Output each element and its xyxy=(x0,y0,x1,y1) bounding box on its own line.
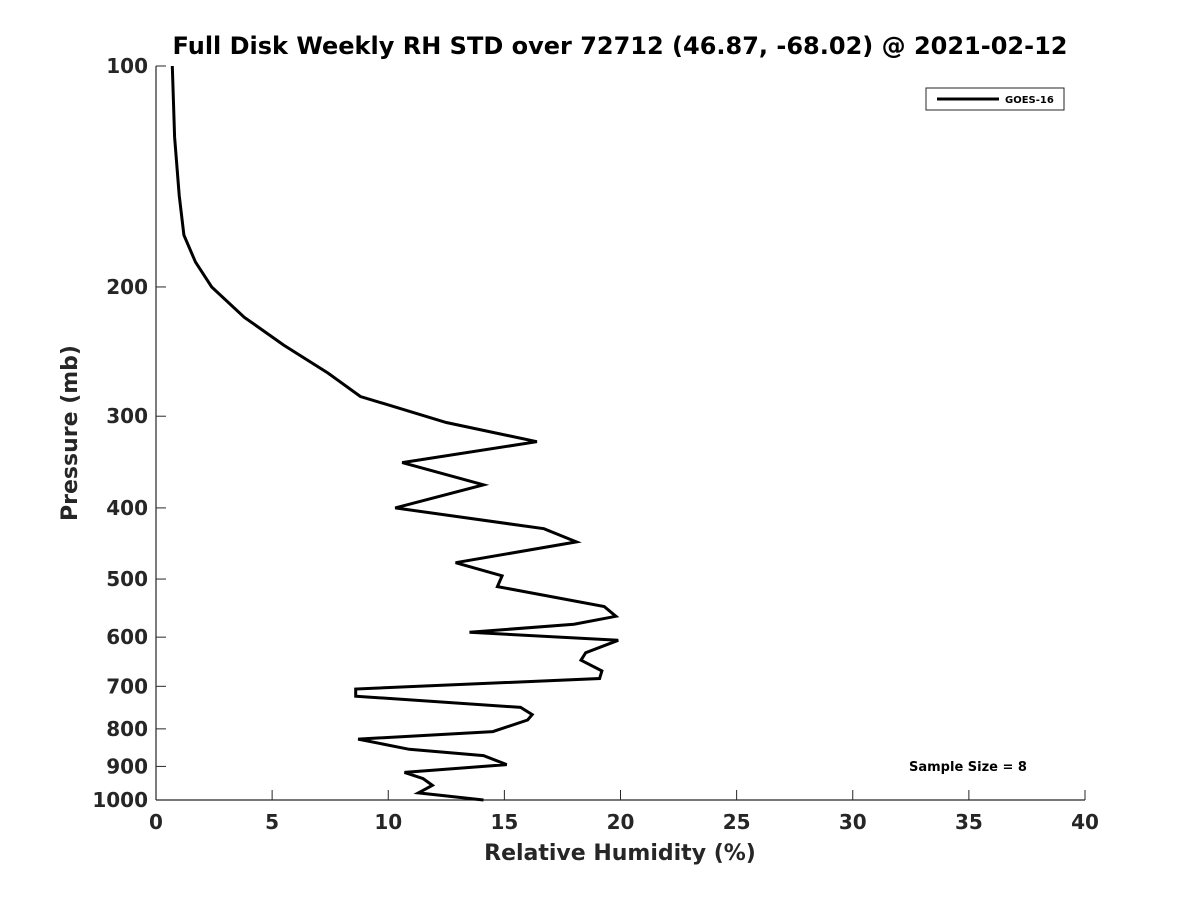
y-tick-label: 600 xyxy=(106,625,148,649)
x-tick-label: 25 xyxy=(723,810,751,834)
legend: GOES-16 xyxy=(925,87,1065,111)
x-axis-label: Relative Humidity (%) xyxy=(484,841,756,866)
x-tick-label: 40 xyxy=(1071,810,1099,834)
y-tick-label: 300 xyxy=(106,404,148,428)
y-ticks: 100 200 300 400 500 600 700 800 900 1000 xyxy=(92,54,166,812)
x-ticks: 0 5 10 15 20 25 30 35 40 xyxy=(149,790,1099,834)
y-tick-label: 400 xyxy=(106,496,148,520)
y-tick-label: 700 xyxy=(106,674,148,698)
x-tick-label: 35 xyxy=(955,810,983,834)
y-tick-label: 500 xyxy=(106,567,148,591)
y-tick-label: 800 xyxy=(106,717,148,741)
sample-size-annotation: Sample Size = 8 xyxy=(909,760,1027,775)
chart-title: Full Disk Weekly RH STD over 72712 (46.8… xyxy=(173,32,1068,60)
y-axis-label: Pressure (mb) xyxy=(58,345,83,521)
axes xyxy=(155,66,1085,801)
series-line-goes-16 xyxy=(170,65,620,802)
x-tick-label: 10 xyxy=(374,810,402,834)
y-tick-label: 900 xyxy=(106,754,148,778)
legend-label-goes-16: GOES-16 xyxy=(1005,95,1054,106)
y-tick-label: 1000 xyxy=(92,788,148,812)
y-tick-label: 100 xyxy=(106,54,148,78)
x-tick-label: 15 xyxy=(490,810,518,834)
x-tick-label: 5 xyxy=(265,810,279,834)
x-tick-label: 20 xyxy=(607,810,635,834)
x-tick-label: 30 xyxy=(839,810,867,834)
x-tick-label: 0 xyxy=(149,810,163,834)
y-tick-label: 200 xyxy=(106,275,148,299)
